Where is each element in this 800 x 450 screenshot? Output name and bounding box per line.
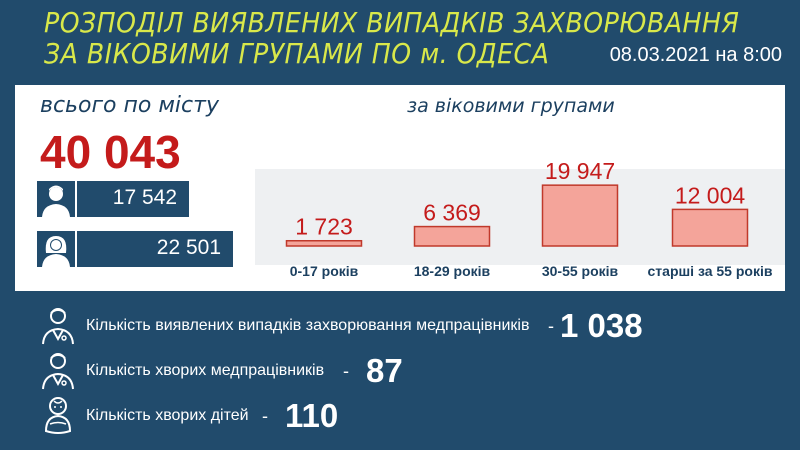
title-line-1: РОЗПОДІЛ ВИЯВЛЕНИХ ВИПАДКІВ ЗАХВОРЮВАННЯ [44,6,740,39]
bar-3 [671,208,749,247]
bar-value-label: 1 723 [295,214,353,240]
report-date: 08.03.2021 на 8:00 [609,44,782,66]
stat-label: Кількість хворих медпрацівників [86,362,325,379]
stat-label: Кількість хворих дітей [86,407,249,424]
bar-value-label: 12 004 [675,182,746,208]
female-count-box: 22 501 [37,231,233,267]
stat-dash: - [548,316,554,336]
bar-value-label: 19 947 [545,158,615,184]
title-line-2: ЗА ВІКОВИМИ ГРУПАМИ ПО м. ОДЕСА [44,37,550,70]
male-count-box: 17 542 [37,181,189,217]
bar-2 [541,184,619,247]
stat-value: 87 [366,352,403,389]
stat-dash: - [262,406,268,426]
age-bar-chart: 1 723 0-17 років 6 369 18-29 років 19 947 30-… [285,158,773,279]
category-label: 30-55 років [542,263,619,279]
category-label: старші за 55 років [648,263,773,279]
woman-icon [37,231,77,267]
stat-value: 110 [285,397,339,434]
bar-1 [413,225,491,247]
stat-dash: - [343,361,349,381]
total-label: всього по місту [40,93,219,118]
bar-value-label: 6 369 [423,200,481,226]
stat-label: Кількість виявлених випадків захворюванн… [86,317,530,334]
chart-title: за віковими групами [407,95,615,117]
total-value: 40 043 [40,126,181,178]
stat-value: 1 038 [560,307,643,344]
female-count: 22 501 [156,236,221,259]
category-label: 0-17 років [290,263,359,279]
summary-panel: всього по місту 40 043 17 542 [15,85,785,291]
category-label: 18-29 років [414,263,491,279]
man-icon [37,181,77,217]
bar-0 [285,239,363,247]
baby-icon [40,395,76,439]
male-count: 17 542 [112,186,177,209]
doctor-icon [40,350,76,394]
doctor-icon [40,305,76,349]
